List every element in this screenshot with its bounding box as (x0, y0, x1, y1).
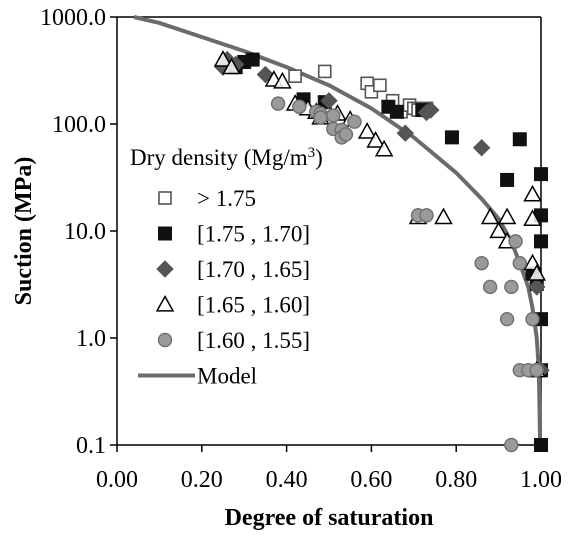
x-tick-label: 0.80 (435, 467, 477, 493)
data-point (326, 108, 341, 123)
y-tick-label: 0.1 (76, 433, 106, 459)
legend-label: > 1.75 (197, 186, 256, 211)
data-points (213, 50, 550, 453)
data-point (338, 127, 354, 142)
legend-title-close: ) (315, 145, 323, 170)
legend-title: Dry density (Mg/m3) (130, 145, 323, 170)
legend-entry: [1.65 , 1.60] (155, 293, 310, 318)
legend-entry: [1.60 , 1.55] (157, 328, 310, 353)
y-tick-label: 1000.0 (40, 5, 106, 31)
legend-entry: > 1.75 (158, 186, 256, 211)
data-point (357, 122, 377, 139)
data-point (374, 139, 394, 157)
data-point (317, 64, 332, 79)
data-point (504, 437, 519, 453)
data-point (523, 209, 542, 226)
legend-title-text: Dry density (Mg/m (130, 145, 308, 170)
data-point (529, 363, 544, 378)
data-point (389, 104, 404, 119)
data-point (482, 279, 498, 295)
legend-marker (157, 332, 173, 348)
data-point (527, 264, 547, 281)
legend-entry: [1.70 , 1.65] (156, 257, 310, 282)
data-point (444, 130, 459, 145)
legend-marker (156, 260, 174, 278)
x-tick-label: 1.00 (520, 467, 562, 493)
y-tick-label: 100.0 (52, 112, 106, 138)
data-point (245, 52, 260, 67)
data-point (480, 207, 500, 225)
legend-marker (158, 226, 172, 241)
data-point (534, 167, 548, 182)
legend: Dry density (Mg/m3) > 1.75 [1.75 , 1.70] [… (126, 138, 358, 438)
data-point (534, 438, 548, 452)
legend-background (126, 138, 358, 438)
data-point (534, 234, 548, 249)
series-5 (270, 96, 544, 453)
data-point (320, 92, 338, 110)
y-tick-label: 1.0 (76, 326, 106, 352)
x-axis-title: Degree of saturation (225, 505, 434, 531)
data-point (270, 96, 286, 111)
data-point (373, 78, 387, 93)
data-point (497, 207, 517, 225)
data-point (434, 207, 453, 225)
legend-label: [1.75 , 1.70] (197, 222, 310, 247)
legend-marker (158, 191, 172, 205)
data-point (500, 172, 515, 187)
data-point (489, 221, 508, 239)
data-point (528, 278, 546, 296)
data-point (474, 256, 489, 271)
legend-label: Model (197, 364, 257, 389)
legend-entry: [1.75 , 1.70] (158, 222, 310, 247)
axis-ticks: 0.00 0.20 0.40 0.60 0.80 1.00 0.1 1.0 10.0 100.0 1… (40, 5, 562, 493)
legend-entries: > 1.75 [1.75 , 1.70] [1.70 , 1.65] [1.65 , … (138, 186, 310, 389)
data-point (366, 131, 385, 148)
data-point (508, 234, 523, 249)
data-point (512, 256, 527, 271)
data-point (292, 99, 307, 114)
legend-entry-model: Model (138, 364, 257, 389)
data-point (213, 50, 233, 67)
data-point (472, 139, 491, 157)
legend-title-superscript: 3 (308, 145, 316, 161)
x-tick-label: 0.00 (96, 467, 138, 493)
data-point (288, 69, 302, 83)
y-axis-title: Suction (MPa) (11, 157, 37, 306)
data-point (347, 114, 362, 129)
legend-marker (155, 294, 175, 312)
y-tick-label: 10.0 (64, 219, 106, 245)
data-point (499, 311, 515, 327)
data-point (313, 110, 328, 125)
data-point (222, 57, 241, 75)
x-tick-label: 0.20 (181, 467, 223, 493)
data-point (396, 124, 415, 142)
data-point (525, 311, 540, 327)
x-tick-label: 0.40 (266, 467, 308, 493)
plot-area: 0.00 0.20 0.40 0.60 0.80 1.00 0.1 1.0 10.0 100.0 1… (40, 5, 562, 493)
data-point (523, 184, 542, 202)
legend-label: [1.65 , 1.60] (197, 293, 310, 318)
data-point (512, 132, 527, 147)
data-point (273, 71, 292, 89)
data-point (504, 279, 519, 295)
x-tick-label: 0.60 (350, 467, 392, 493)
data-point (422, 101, 440, 119)
data-point (419, 208, 434, 223)
legend-label: [1.70 , 1.65] (197, 257, 310, 282)
legend-label: [1.60 , 1.55] (197, 328, 310, 353)
